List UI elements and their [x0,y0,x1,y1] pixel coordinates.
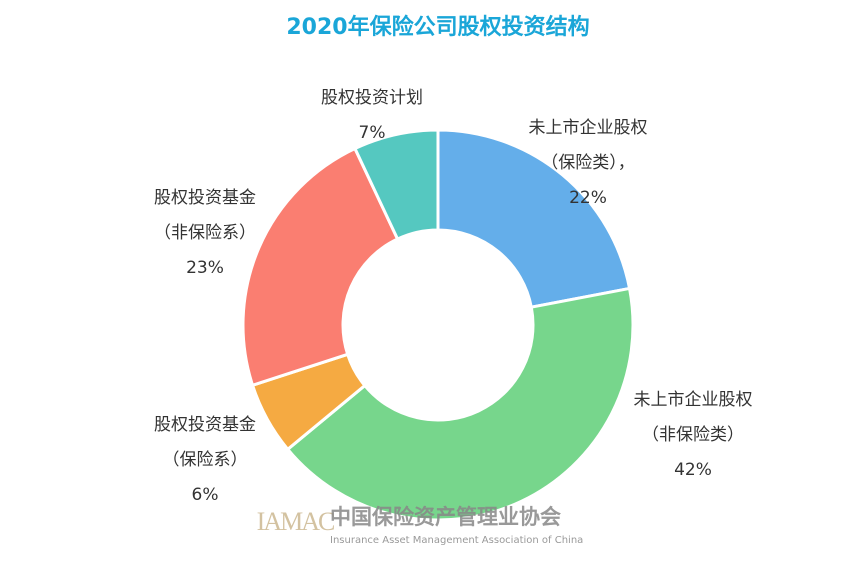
value-label: 7% [359,123,386,143]
slice-label: （保险类）， [541,153,635,173]
donut-slice [352,128,440,242]
chart-title: 2020年保险公司股权投资结构 [286,14,589,40]
donut-slice [285,286,635,522]
slice-label: 未上市企业股权 [634,390,753,410]
value-label: 23% [186,258,224,278]
slice-label: 未上市企业股权 [529,118,648,138]
donut-slice [436,128,632,309]
slice-label: （非保险类） [642,425,744,445]
slice-label: 股权投资计划 [321,88,423,108]
slice-label: 股权投资基金 [154,188,256,208]
slice-label: （非保险系） [154,223,256,243]
value-label: 6% [192,485,219,505]
donut-slice [241,146,400,388]
slice-label: （保险系） [163,450,248,470]
value-label: 42% [674,460,712,480]
slice-label: 股权投资基金 [154,415,256,435]
value-label: 22% [569,188,607,208]
watermark-english: Insurance Asset Management Association o… [330,535,583,546]
watermark-logo: IAMAC [257,507,334,536]
watermark-name: 中国保险资产管理业协会 [330,505,561,529]
